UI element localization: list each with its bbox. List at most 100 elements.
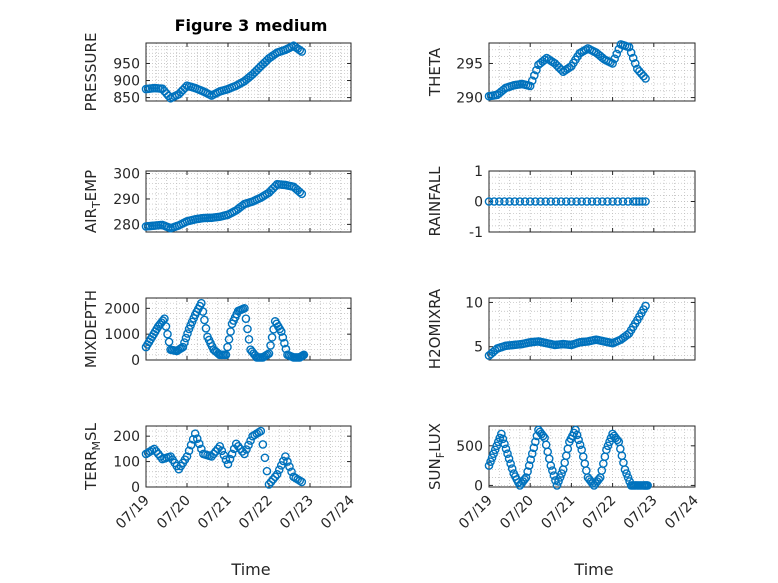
data-point — [243, 324, 252, 334]
data-point — [190, 429, 200, 438]
data-point — [608, 197, 617, 206]
data-point — [272, 469, 282, 479]
data-point — [276, 461, 286, 470]
data-point — [638, 197, 647, 206]
y-label: AIRTEMP — [82, 170, 103, 233]
data-point — [201, 324, 211, 333]
x-label-left: Time — [230, 560, 270, 579]
data-point — [594, 475, 603, 484]
data-point — [278, 333, 288, 342]
data-point — [500, 197, 509, 206]
data-point — [490, 445, 500, 455]
data-point — [612, 435, 622, 445]
data-point — [520, 475, 529, 484]
x-label-right: Time — [573, 560, 613, 579]
data-point — [575, 440, 585, 450]
data-point — [527, 449, 537, 459]
data-point — [270, 472, 280, 482]
panel-theta: 290 295 THETA — [426, 40, 696, 107]
data-point — [613, 197, 623, 206]
x-tick-label: 07/23 — [277, 493, 317, 533]
data-point — [612, 49, 622, 59]
data-point — [497, 429, 506, 439]
data-point — [225, 454, 235, 464]
data-point — [235, 444, 245, 454]
data-point — [197, 298, 206, 308]
x-tick-label: 07/24 — [662, 492, 702, 532]
data-point — [274, 465, 284, 475]
panel-sun_flux: 0 500 07/19 07/20 07/21 07/22 07/23 07/24 SUNFLU… — [426, 423, 702, 532]
data-point — [487, 453, 497, 462]
data-point — [540, 55, 549, 65]
data-point — [620, 465, 630, 474]
data-point — [198, 307, 208, 316]
data-point — [244, 440, 253, 450]
y-tick-label: 1 — [474, 164, 483, 180]
y-tick-label: -1 — [469, 225, 483, 241]
data-point — [505, 197, 514, 206]
data-point — [262, 466, 272, 476]
x-tick-label: 07/20 — [154, 493, 194, 533]
data-point — [241, 314, 251, 323]
data-point — [628, 197, 638, 206]
data-point — [223, 342, 232, 352]
x-tick-label: 07/21 — [195, 493, 235, 533]
data-point — [635, 197, 644, 206]
data-point — [297, 477, 307, 487]
data-point — [598, 197, 607, 206]
data-point — [530, 71, 539, 80]
data-point — [151, 447, 161, 456]
data-point — [555, 473, 565, 482]
data-point — [492, 441, 502, 451]
data-point — [571, 425, 580, 435]
data-point — [503, 449, 512, 459]
y-tick-label: 0 — [131, 353, 140, 369]
data-point — [256, 426, 266, 436]
data-point — [556, 197, 566, 206]
data-point — [260, 453, 270, 463]
data-point — [521, 473, 531, 482]
data-point — [641, 197, 650, 206]
data-point — [153, 449, 163, 459]
data-point — [207, 452, 216, 461]
data-point — [532, 65, 541, 75]
data-point — [525, 197, 535, 206]
y-tick-label: 0 — [474, 195, 483, 211]
y-label: RAINFALL — [426, 166, 444, 237]
data-point — [641, 301, 650, 311]
data-point — [266, 477, 276, 487]
data-point — [523, 467, 532, 476]
data-point — [622, 469, 631, 478]
data-point — [178, 342, 188, 352]
data-point — [244, 335, 254, 344]
data-point — [554, 477, 563, 486]
data-point — [567, 197, 576, 206]
data-point — [224, 335, 234, 344]
y-tick-label: 290 — [456, 91, 483, 107]
y-tick-label: 295 — [456, 56, 483, 72]
data-point — [527, 76, 537, 85]
data-point — [602, 445, 611, 455]
data-point — [161, 322, 171, 331]
data-point — [489, 449, 498, 459]
data-point — [552, 481, 562, 490]
y-label: TERRMSL — [82, 422, 103, 491]
data-point — [529, 443, 539, 453]
data-point — [548, 466, 557, 475]
data-point — [211, 447, 220, 456]
data-point — [297, 47, 307, 56]
data-point — [526, 455, 536, 464]
data-point — [515, 197, 525, 206]
data-point — [281, 452, 290, 461]
data-point — [285, 462, 294, 471]
panel-terr_msl: 0 100 200 07/19 07/20 07/21 07/22 07/23 07/24 TER… — [82, 422, 358, 532]
data-point — [188, 435, 198, 444]
data-point — [283, 457, 292, 466]
axis-box — [145, 425, 352, 488]
axis-box — [145, 42, 352, 102]
data-point — [546, 197, 556, 206]
data-point — [572, 197, 581, 206]
